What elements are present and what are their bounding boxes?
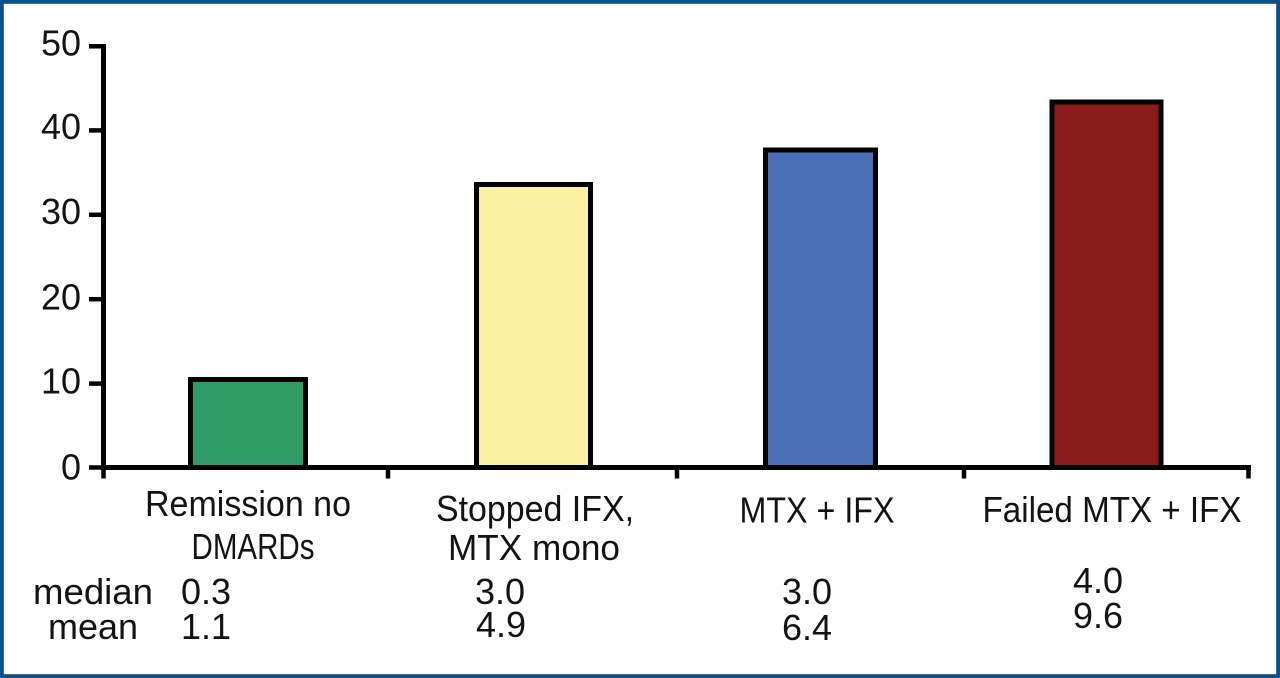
svg-text:0: 0	[61, 447, 81, 488]
svg-text:MTX + IFX: MTX + IFX	[740, 490, 895, 531]
svg-text:9.6: 9.6	[1073, 595, 1123, 636]
svg-text:median: median	[33, 571, 153, 612]
svg-text:Failed MTX + IFX: Failed MTX + IFX	[983, 489, 1242, 530]
svg-text:MTX mono: MTX mono	[448, 527, 620, 568]
svg-text:3.0: 3.0	[782, 571, 832, 612]
svg-text:40: 40	[41, 106, 81, 147]
svg-text:0.3: 0.3	[181, 571, 231, 612]
svg-text:1.1: 1.1	[181, 606, 231, 647]
svg-text:Stopped IFX,: Stopped IFX,	[436, 488, 634, 529]
svg-text:DMARDs: DMARDs	[192, 526, 315, 567]
svg-text:20: 20	[41, 277, 81, 318]
svg-text:4.0: 4.0	[1073, 560, 1123, 601]
svg-text:4.9: 4.9	[476, 604, 526, 645]
svg-text:6.4: 6.4	[782, 607, 832, 648]
svg-text:3.0: 3.0	[475, 571, 525, 612]
svg-text:mean: mean	[48, 606, 138, 647]
svg-text:50: 50	[41, 23, 81, 64]
svg-text:Remission no: Remission no	[145, 483, 351, 524]
svg-text:30: 30	[41, 191, 81, 232]
svg-text:10: 10	[41, 361, 81, 402]
